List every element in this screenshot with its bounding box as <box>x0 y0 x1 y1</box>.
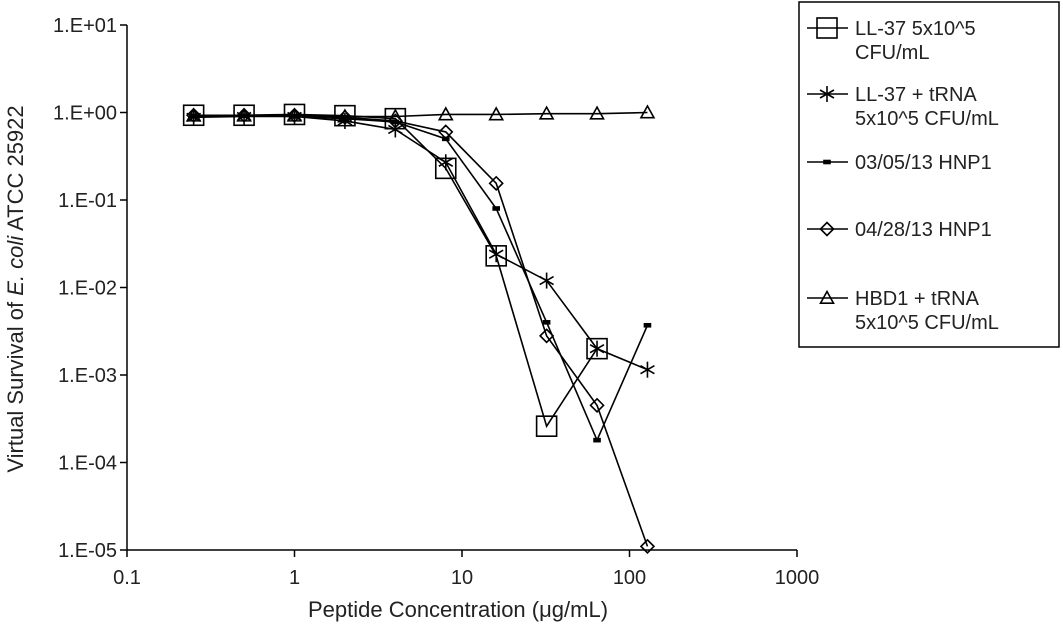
data-point <box>589 340 605 357</box>
legend-marker <box>819 86 835 102</box>
y-axis-title: Virtual Survival of E. coli ATCC 25922 <box>3 105 28 472</box>
y-axis-title-part-1: Virtual Survival of <box>3 296 28 473</box>
y-tick-label: 1.E-04 <box>58 453 117 475</box>
data-point <box>643 322 652 328</box>
y-tick-label: 1.E-01 <box>58 190 117 212</box>
data-point <box>589 105 605 120</box>
data-point <box>240 113 248 118</box>
data-point <box>538 328 555 344</box>
legend-label: CFU/mL <box>855 42 929 64</box>
legend-marker <box>819 289 835 305</box>
data-point <box>236 107 252 122</box>
y-tick-label: 1.E+01 <box>53 15 117 37</box>
data-point <box>639 104 656 119</box>
series-4 <box>193 114 649 547</box>
data-point <box>538 105 555 120</box>
data-point <box>337 108 353 123</box>
y-tick-label: 1.E-05 <box>58 540 117 562</box>
data-point <box>286 107 303 123</box>
data-point <box>341 116 349 121</box>
series-line <box>193 113 598 429</box>
legend-label: 04/28/13 HNP1 <box>855 219 992 241</box>
series-4-markers <box>186 107 656 555</box>
data-point <box>542 320 551 325</box>
data-point <box>387 108 404 123</box>
legend-label: 5x10^5 CFU/mL <box>855 312 999 334</box>
legend-entry: 04/28/13 HNP1 <box>807 219 992 241</box>
series-line <box>193 111 648 118</box>
legend-label: HBD1 + tRNA <box>855 288 980 310</box>
series-2 <box>193 115 648 371</box>
y-axis-title-organism: E. coli <box>3 235 28 296</box>
y-axis-title-part-2: ATCC 25922 <box>3 105 28 235</box>
data-point <box>586 337 608 360</box>
data-point <box>488 175 504 191</box>
legend-marker <box>816 17 838 39</box>
data-point <box>593 437 601 443</box>
data-point <box>185 107 202 122</box>
series-5 <box>193 111 648 118</box>
data-point <box>438 154 454 171</box>
series-5-markers <box>185 104 656 123</box>
data-point <box>186 107 202 123</box>
legend-label: 03/05/13 HNP1 <box>855 152 992 174</box>
series-1-markers <box>182 103 608 437</box>
series-3-markers <box>189 113 652 443</box>
legend-box <box>798 1 1060 348</box>
x-tick-label: 1 <box>289 567 300 589</box>
data-point <box>236 107 252 123</box>
y-tick-label: 1.E-03 <box>58 365 117 387</box>
data-point <box>639 538 656 555</box>
legend-label: LL-37 + tRNA <box>855 84 977 106</box>
data-point <box>488 246 504 263</box>
data-point <box>438 124 454 140</box>
x-tick-label: 100 <box>613 567 646 589</box>
x-tick-label: 1000 <box>775 567 820 589</box>
series-3 <box>193 114 649 443</box>
data-point <box>488 106 505 121</box>
legend-label: 5x10^5 CFU/mL <box>855 108 999 130</box>
legend-marker <box>819 221 835 237</box>
data-point <box>640 361 655 378</box>
data-point <box>535 415 558 437</box>
series-line <box>193 114 649 547</box>
data-point <box>233 104 255 127</box>
legend-marker <box>823 159 831 165</box>
legend-label: LL-37 5x10^5 <box>855 18 976 40</box>
legend-entry: 03/05/13 HNP1 <box>807 152 992 174</box>
data-point <box>485 245 507 267</box>
data-point <box>437 106 454 121</box>
x-axis-title: Peptide Concentration (μg/mL) <box>308 597 608 622</box>
plot-series <box>182 103 656 555</box>
y-axis: 1.E+01 1.E+00 1.E-01 1.E-02 1.E-03 1.E-04 1.E-… <box>53 15 128 562</box>
y-tick-label: 1.E+00 <box>53 103 117 125</box>
series-line <box>193 114 649 443</box>
x-tick-label: 0.1 <box>113 567 141 589</box>
data-point <box>539 272 554 289</box>
data-point <box>290 114 299 119</box>
data-point <box>589 397 605 413</box>
data-point <box>492 206 500 211</box>
y-tick-label: 1.E-02 <box>58 278 117 300</box>
series-line <box>193 115 648 371</box>
series-1 <box>193 113 598 429</box>
data-point <box>337 109 353 125</box>
x-tick-label: 10 <box>451 567 473 589</box>
x-axis: 0.1 1 10 100 1000 <box>113 549 820 589</box>
data-point <box>189 113 198 118</box>
series-2-markers <box>186 108 655 378</box>
data-point <box>286 107 303 122</box>
